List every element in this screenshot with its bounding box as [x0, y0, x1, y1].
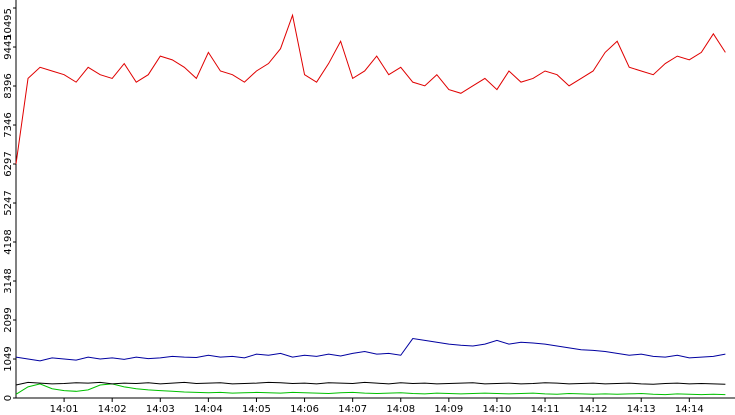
- x-tick-label: 14:11: [531, 404, 560, 415]
- series-line: [15, 13, 726, 164]
- x-tick-label: 14:06: [290, 404, 319, 415]
- y-tick-label: 10495: [3, 8, 14, 40]
- y-tick-label: 9445: [3, 34, 14, 59]
- y-tick-label: 4198: [3, 229, 14, 254]
- y-tick-label: 7346: [3, 112, 14, 137]
- x-tick-label: 14:14: [675, 404, 704, 415]
- x-tick-label: 14:07: [338, 404, 367, 415]
- x-tick-label: 14:10: [483, 404, 512, 415]
- y-tick-label: 8396: [3, 73, 14, 98]
- y-tick-label: 2099: [3, 307, 14, 332]
- x-tick-label: 14:01: [50, 404, 79, 415]
- y-tick-label: 0: [3, 395, 14, 401]
- x-tick-label: 14:04: [194, 404, 223, 415]
- x-tick-label: 14:12: [579, 404, 608, 415]
- y-tick-label: 5247: [3, 190, 14, 215]
- x-tick-label: 14:03: [146, 404, 175, 415]
- x-tick-label: 14:09: [434, 404, 463, 415]
- y-tick-label: 6297: [3, 151, 14, 176]
- series-line: [15, 383, 726, 396]
- series-line: [15, 338, 726, 362]
- series-line: [15, 381, 726, 386]
- x-tick-label: 14:02: [98, 404, 127, 415]
- y-tick-label: 1049: [3, 346, 14, 371]
- x-tick-label: 14:13: [627, 404, 656, 415]
- y-tick-label: 3148: [3, 268, 14, 293]
- x-tick-label: 14:08: [386, 404, 415, 415]
- x-tick-label: 14:05: [242, 404, 271, 415]
